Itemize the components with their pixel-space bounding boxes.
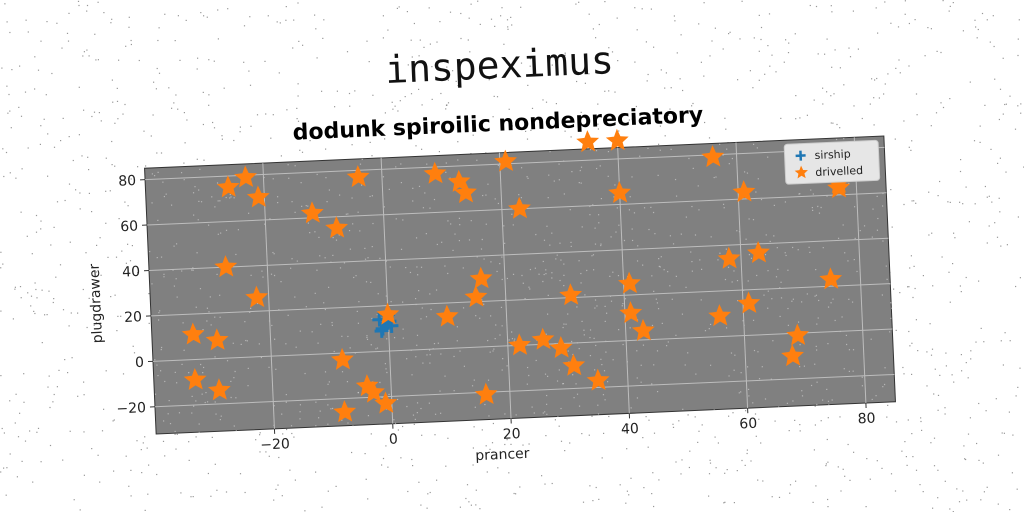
point-drivelled [827,176,850,199]
y-tick-label: 40 [122,264,141,281]
y-axis-ticks: −20 0 20 40 60 80 [116,173,155,417]
point-sirship [374,323,389,338]
x-gridline [498,152,512,419]
point-drivelled [474,382,498,405]
y-gridline [150,283,891,317]
point-drivelled [346,165,370,188]
chart-figure: dodunk spiroilic nondepreciatory −20 0 20 4… [87,103,896,464]
point-drivelled [205,328,229,351]
point-drivelled [207,378,231,401]
x-axis-label: prancer [475,446,530,464]
point-drivelled [362,380,385,403]
legend: sirship drivelled [783,139,881,185]
point-drivelled [618,271,641,294]
legend-marker-star-icon [794,165,808,179]
point-drivelled [508,333,531,356]
y-tick-label: 60 [120,218,139,235]
point-drivelled [330,347,354,370]
y-gridline [148,237,889,271]
point-drivelled [454,180,477,203]
point-drivelled [234,165,257,188]
point-drivelled [435,304,459,327]
point-drivelled [737,291,761,314]
y-tick-label: 80 [118,173,137,190]
point-drivelled [245,285,269,308]
x-tick-label: 20 [502,426,521,443]
point-drivelled [701,145,725,168]
suptitle: inspeximus [384,38,614,92]
point-drivelled [508,196,531,219]
point-drivelled [376,302,400,325]
x-tick-label: 40 [621,421,640,438]
x-axis-ticks: −20 0 20 40 60 80 [260,403,876,453]
y-tick-label: 0 [135,355,145,371]
point-drivelled [549,336,573,359]
legend-label-sirship: sirship [814,147,851,162]
y-tick-label: 20 [124,309,143,326]
point-drivelled [708,304,732,327]
point-drivelled [786,323,809,346]
x-gridline [262,163,275,429]
point-drivelled [531,327,555,350]
y-tick-label: −20 [116,400,146,417]
x-gridline [735,142,749,409]
legend-box [783,139,881,185]
point-drivelled [464,285,488,308]
point-drivelled [246,185,270,208]
point-drivelled [325,216,349,239]
point-drivelled [183,367,207,390]
y-axis-label: plugdrawer [87,263,106,343]
point-drivelled [781,344,804,367]
plot-area [144,135,896,435]
scatter-points [181,128,850,423]
y-gridline [145,146,885,181]
point-drivelled [605,128,629,151]
point-drivelled [300,201,324,224]
point-drivelled [631,318,655,341]
point-drivelled [469,266,493,289]
point-drivelled [494,149,517,172]
point-drivelled [423,161,447,184]
point-drivelled [181,322,205,345]
point-drivelled [586,368,610,391]
y-gridline [154,373,895,408]
point-drivelled [819,267,843,290]
x-gridline [380,157,394,424]
legend-marker-plus-icon [795,150,806,161]
point-drivelled [732,180,756,203]
point-drivelled [562,353,586,376]
x-tick-label: 60 [739,416,758,433]
point-drivelled [214,255,238,278]
x-tick-label: 0 [389,431,399,447]
point-drivelled [216,175,240,198]
point-drivelled [559,283,583,306]
point-drivelled [576,130,600,153]
x-tick-label: 80 [857,411,876,428]
point-drivelled [374,391,398,414]
legend-label-drivelled: drivelled [815,164,863,179]
point-drivelled [619,301,643,324]
point-drivelled [717,246,741,269]
x-tick-label: −20 [260,436,290,453]
point-drivelled [747,240,770,263]
point-drivelled [608,181,631,204]
point-drivelled [333,400,357,423]
